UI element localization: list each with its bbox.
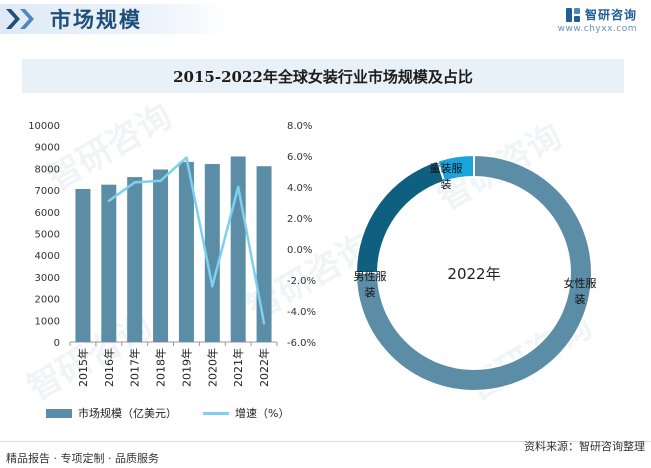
y-right-tick-label: 4.0% xyxy=(287,183,312,194)
chart-title-bar: 2015-2022年全球女装行业市场规模及占比 xyxy=(22,59,624,93)
donut-center-label: 2022年 xyxy=(447,265,500,283)
y-left-tick-label: 6000 xyxy=(35,208,60,219)
x-tick-label: 2018年 xyxy=(154,348,168,387)
bar xyxy=(256,166,272,342)
y-right-tick-label: -2.0% xyxy=(287,276,316,287)
growth-point xyxy=(107,199,111,203)
header-band xyxy=(0,4,230,34)
brand: 智研咨询 www.chyxx.com xyxy=(558,6,637,34)
y-right-tick-label: -4.0% xyxy=(287,307,316,318)
bar xyxy=(230,156,246,342)
legend-swatch-bar xyxy=(46,408,72,418)
y-right-tick-label: -6.0% xyxy=(287,338,316,349)
brand-logo-icon xyxy=(565,7,580,22)
y-left-tick-label: 8000 xyxy=(35,164,60,175)
legend: 市场规模（亿美元） 增速（%） xyxy=(46,405,289,421)
y-left-tick-label: 5000 xyxy=(35,230,60,241)
brand-name: 智研咨询 xyxy=(584,8,637,22)
growth-point xyxy=(262,322,266,325)
y-right-tick-label: 8.0% xyxy=(287,121,312,132)
footer-tagline: 精品报告 · 专项定制 · 品质服务 xyxy=(6,452,159,465)
legend-swatch-line xyxy=(203,411,229,415)
donut-slice xyxy=(354,153,593,392)
y-right-tick-label: 0.0% xyxy=(287,245,312,256)
y-left-tick-label: 10000 xyxy=(28,121,60,132)
y-left-tick-label: 3000 xyxy=(35,273,60,284)
x-tick-label: 2020年 xyxy=(205,348,219,387)
growth-point xyxy=(185,156,188,159)
y-left-tick-label: 9000 xyxy=(35,143,60,154)
donut-slice xyxy=(436,153,475,183)
bar xyxy=(153,169,169,342)
y-left-tick-label: 7000 xyxy=(35,186,60,197)
header: 市场规模 智研咨询 www.chyxx.com xyxy=(0,0,651,40)
donut-label-female: 女性服装 xyxy=(564,276,597,306)
brand-url: www.chyxx.com xyxy=(557,24,637,34)
x-tick-label: 2022年 xyxy=(257,348,271,387)
bar xyxy=(101,184,117,342)
x-tick-label: 2016年 xyxy=(102,348,116,387)
donut-slice xyxy=(354,159,446,274)
y-left-tick-label: 0 xyxy=(54,338,60,349)
bar xyxy=(204,164,220,342)
y-left-tick-label: 1000 xyxy=(35,316,60,327)
x-tick-label: 2021年 xyxy=(231,348,245,387)
bar xyxy=(178,161,194,342)
y-right-tick-label: 2.0% xyxy=(287,214,312,225)
footer-divider xyxy=(0,441,651,442)
legend-label-bar: 市场规模（亿美元） xyxy=(78,407,177,420)
growth-point xyxy=(211,285,214,288)
bar xyxy=(75,189,91,342)
legend-item-bar: 市场规模（亿美元） xyxy=(46,405,177,421)
y-left-tick-label: 4000 xyxy=(35,251,60,262)
donut-label-male: 男性服装 xyxy=(354,269,387,299)
growth-point xyxy=(159,179,162,182)
x-tick-label: 2015年 xyxy=(76,348,90,387)
legend-item-line: 增速（%） xyxy=(203,405,289,421)
legend-label-line: 增速（%） xyxy=(235,407,290,420)
y-right-tick-label: 6.0% xyxy=(287,152,312,163)
y-left-tick-label: 2000 xyxy=(35,295,60,306)
growth-point xyxy=(236,185,240,189)
chart-title: 2015-2022年全球女装行业市场规模及占比 xyxy=(173,67,473,86)
x-tick-label: 2017年 xyxy=(128,348,142,387)
bar xyxy=(127,177,143,342)
growth-point xyxy=(133,181,136,184)
header-title: 市场规模 xyxy=(50,8,142,32)
chevron-right-icon xyxy=(6,9,34,29)
x-tick-label: 2019年 xyxy=(179,348,193,387)
donut-label-child: 童装服装 xyxy=(430,161,463,191)
footer-source: 资料来源：智研咨询整理 xyxy=(524,440,645,453)
